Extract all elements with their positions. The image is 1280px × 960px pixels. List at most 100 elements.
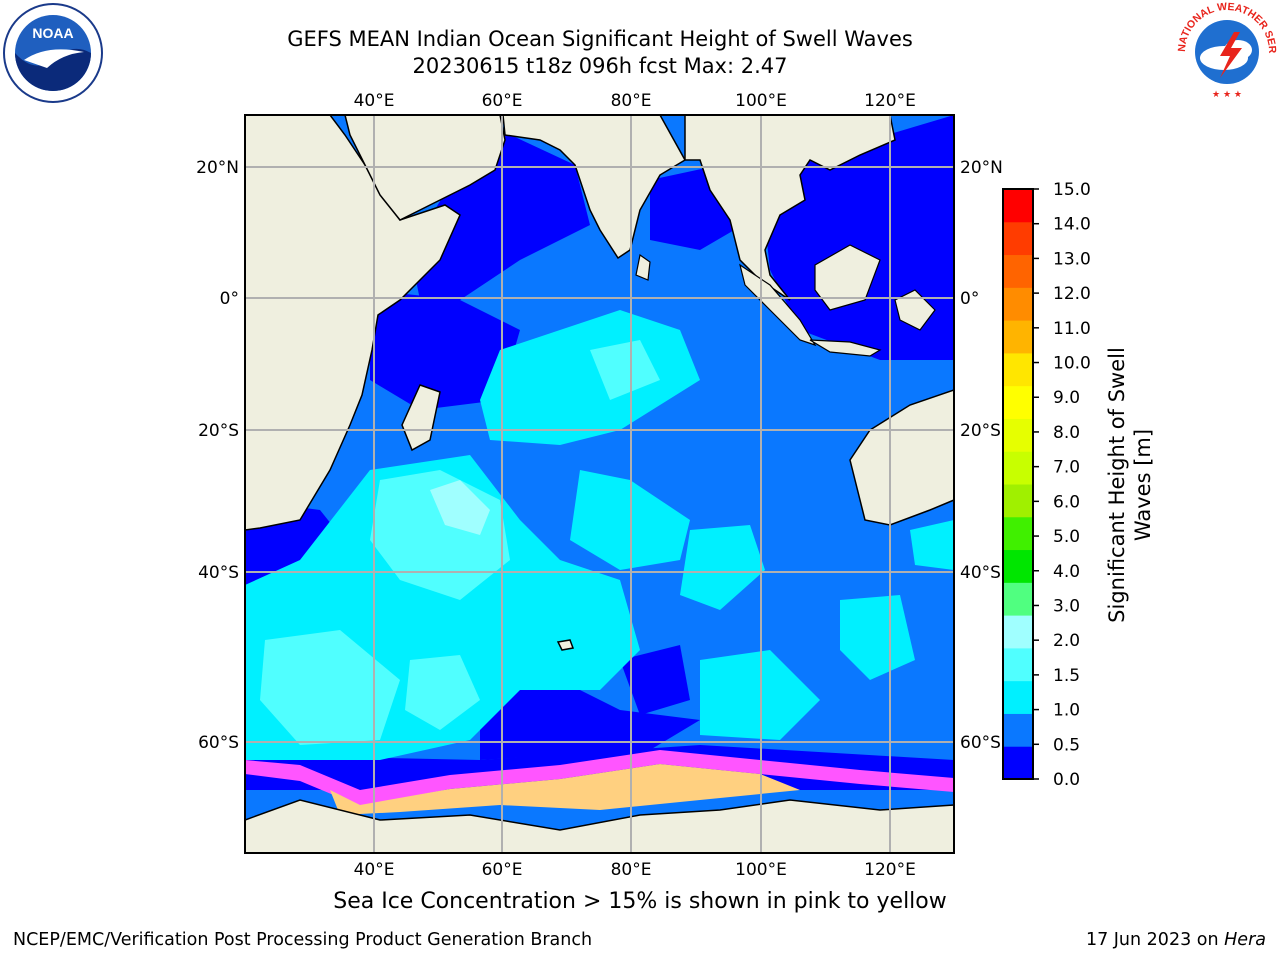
lon-tick-label: 40°E — [354, 91, 395, 111]
colorbar-segment — [1003, 549, 1033, 583]
sea-ice-caption: Sea Ice Concentration > 15% is shown in … — [333, 889, 947, 914]
madagascar — [401, 384, 441, 452]
map-frame — [244, 114, 955, 854]
swell-mid-region — [480, 310, 700, 445]
lon-tick-label: 60°E — [482, 91, 523, 111]
nws-logo: NATIONAL WEATHER SERVICE ★ ★ ★ — [1172, 0, 1278, 102]
swell-high-region — [260, 630, 400, 745]
indonesia — [894, 289, 936, 331]
lon-tick-label: 60°E — [482, 860, 523, 880]
sri-lanka — [635, 253, 651, 281]
lat-tick-label: 0° — [960, 289, 979, 309]
colorbar-tick-label: 11.0 — [1053, 319, 1091, 339]
lon-tick-label: 100°E — [735, 91, 787, 111]
colorbar-tick-label: 4.0 — [1053, 562, 1080, 582]
swell-mid-region — [910, 520, 954, 570]
lon-tick-label: 80°E — [611, 860, 652, 880]
swell-low-region — [620, 645, 690, 715]
colorbar-label: Significant Height of Swell — [1105, 347, 1129, 623]
swell-low-region — [370, 290, 520, 410]
lon-tick-label: 120°E — [864, 860, 916, 880]
map-canvas — [245, 115, 954, 853]
swell-high-region — [590, 340, 660, 400]
colorbar-segment — [1003, 254, 1033, 288]
footer-date-text: 17 Jun 2023 on — [1085, 930, 1225, 950]
antarctica — [245, 799, 954, 853]
colorbar-segment — [1003, 680, 1033, 714]
colorbar-tick-label: 3.0 — [1053, 596, 1080, 616]
chart-subtitle: 20230615 t18z 096h fcst Max: 2.47 — [412, 54, 788, 78]
colorbar-tick-label: 10.0 — [1053, 354, 1091, 374]
lat-tick-label: 20°S — [960, 421, 1001, 441]
colorbar-tick-label: 8.0 — [1053, 423, 1080, 443]
colorbar-tick-label: 2.0 — [1053, 631, 1080, 651]
colorbar-segment — [1003, 615, 1033, 649]
colorbar-tick-label: 9.0 — [1053, 388, 1080, 408]
colorbar-segment — [1003, 287, 1033, 321]
noaa-logo: NOAA — [2, 2, 104, 104]
swell-low-region — [480, 680, 700, 760]
southeast-asia — [684, 115, 896, 301]
colorbar-segment — [1003, 582, 1033, 616]
lat-tick-label: 60°S — [198, 733, 239, 753]
colorbar-tick-label: 14.0 — [1053, 215, 1091, 235]
footer-date: 17 Jun 2023 on Hera — [1086, 930, 1266, 950]
colorbar-tick-label: 0.0 — [1053, 770, 1080, 790]
svg-text:NOAA: NOAA — [32, 25, 73, 41]
lat-labels-left: 20°N 0° 20°S 40°S 60°S — [196, 158, 239, 753]
colorbar-segment — [1003, 746, 1033, 780]
colorbar-segment — [1003, 713, 1033, 747]
colorbar: 15.0 14.0 13.0 12.0 11.0 10.0 9.0 8.0 7.0 6.0 5.0 4… — [1002, 180, 1091, 790]
colorbar-segment — [1003, 647, 1033, 682]
lon-tick-label: 120°E — [864, 91, 916, 111]
colorbar-tick-label: 1.5 — [1053, 666, 1080, 686]
indonesia — [814, 244, 881, 311]
colorbar-tick-label: 5.0 — [1053, 527, 1080, 547]
lon-labels-top: 40°E 60°E 80°E 100°E 120°E — [354, 91, 916, 111]
india — [502, 115, 687, 260]
lon-tick-label: 80°E — [611, 91, 652, 111]
sea-ice-edge — [245, 750, 954, 806]
kerguelen-island — [556, 639, 575, 651]
colorbar-tick-label: 1.0 — [1053, 701, 1080, 721]
lat-tick-label: 0° — [220, 289, 239, 309]
indonesia — [809, 339, 882, 357]
colorbar-segment — [1003, 484, 1033, 518]
indonesia — [739, 263, 817, 347]
swell-high-region — [405, 655, 480, 730]
lat-tick-label: 60°S — [960, 733, 1001, 753]
lat-tick-label: 20°N — [960, 158, 1003, 178]
colorbar-tick-label: 15.0 — [1053, 180, 1091, 200]
swell-mid-region — [680, 525, 765, 610]
colorbar-label: Waves [m] — [1131, 429, 1155, 541]
swell-mid-region — [840, 595, 915, 680]
lat-tick-label: 40°S — [960, 563, 1001, 583]
lat-tick-label: 40°S — [198, 563, 239, 583]
colorbar-segment — [1003, 451, 1033, 485]
colorbar-tick-label: 7.0 — [1053, 458, 1080, 478]
colorbar-segment — [1003, 385, 1033, 419]
colorbar-segment — [1003, 189, 1033, 223]
lon-labels-bottom: 40°E 60°E 80°E 100°E 120°E — [354, 860, 916, 880]
footer-machine: Hera — [1224, 930, 1266, 950]
colorbar-tick-label: 13.0 — [1053, 249, 1091, 269]
colorbar-segment — [1003, 516, 1033, 551]
colorbar-frame — [1002, 188, 1034, 780]
colorbar-tick-label: 12.0 — [1053, 284, 1091, 304]
colorbar-segment — [1003, 418, 1033, 452]
lat-tick-label: 20°N — [196, 158, 239, 178]
colorbar-tick-label: 6.0 — [1053, 492, 1080, 512]
footer-credit: NCEP/EMC/Verification Post Processing Pr… — [13, 930, 593, 950]
swell-low-region — [410, 130, 590, 300]
map-gridlines — [245, 115, 954, 853]
colorbar-tick-label: 0.5 — [1053, 735, 1080, 755]
colorbar-segment — [1003, 352, 1033, 387]
lon-tick-label: 100°E — [735, 860, 787, 880]
swell-max-region — [430, 480, 490, 535]
colorbar-segment — [1003, 221, 1033, 256]
sea-ice-interior — [330, 764, 800, 815]
svg-text:★ ★ ★: ★ ★ ★ — [1212, 90, 1242, 100]
lat-labels-right: 20°N 0° 20°S 40°S 60°S — [960, 158, 1003, 753]
lat-tick-label: 20°S — [198, 421, 239, 441]
